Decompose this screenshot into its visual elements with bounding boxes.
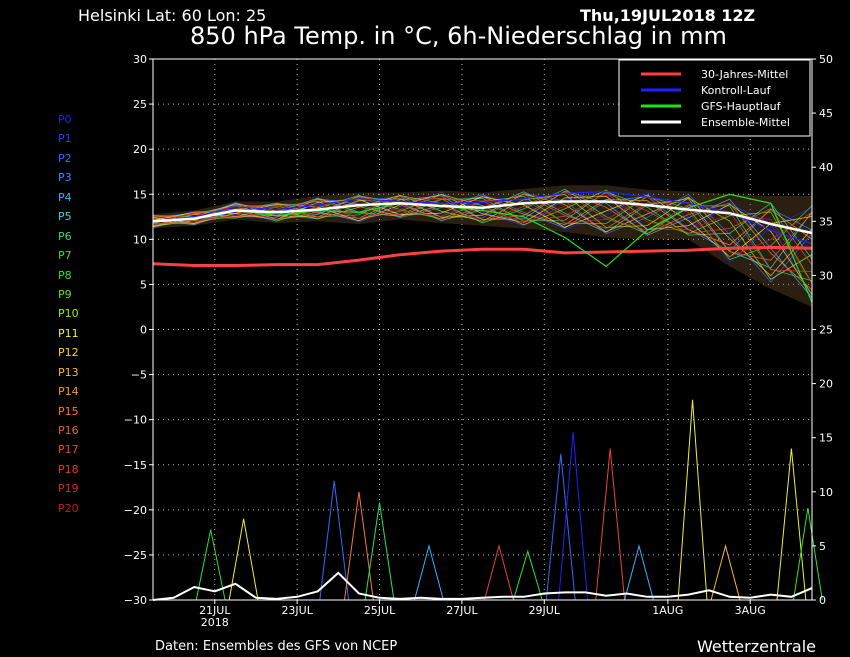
y-tick-label-left: −15 (124, 459, 147, 472)
precip-peak (414, 543, 444, 601)
y-tick-label-left: −5 (131, 369, 147, 382)
legend-label: Kontroll-Lauf (701, 84, 772, 97)
precip-peak (710, 543, 741, 601)
y-tick-label-left: 25 (133, 98, 147, 111)
axes: 302520151050−5−10−15−20−25−3050454035302… (124, 53, 833, 629)
precip-peak (624, 543, 654, 601)
y-tick-label-right: 25 (819, 324, 833, 337)
y-tick-label-left: 5 (140, 278, 147, 291)
y-tick-label-left: 10 (133, 233, 147, 246)
control-run-line (152, 190, 813, 245)
y-tick-label-left: 15 (133, 188, 147, 201)
y-tick-label-right: 5 (819, 540, 826, 553)
y-tick-label-left: −10 (124, 414, 147, 427)
precip-peak (792, 507, 823, 601)
precip-peak (677, 399, 708, 601)
y-tick-label-right: 45 (819, 107, 833, 120)
precip-peak (319, 480, 350, 601)
member-line (152, 196, 813, 258)
y-tick-label-right: 50 (819, 53, 833, 66)
y-tick-label-right: 15 (819, 432, 833, 445)
chart-title: 850 hPa Temp. in °C, 6h-Niederschlag in … (190, 22, 727, 50)
member-label: P17 (58, 443, 79, 457)
member-label: P18 (58, 462, 79, 476)
y-tick-label-left: 30 (133, 53, 147, 66)
precip-peak (595, 448, 626, 601)
ensemble-spread (153, 185, 812, 307)
member-label: P5 (58, 210, 72, 224)
y-tick-label-right: 10 (819, 486, 833, 499)
member-label: P9 (58, 287, 72, 301)
member-label: P6 (58, 229, 72, 243)
member-label: P7 (58, 249, 72, 263)
grid (153, 59, 812, 600)
ensemble-spread-band (153, 185, 812, 307)
member-label: P19 (58, 482, 79, 496)
run-date: Thu,19JUL2018 12Z (580, 6, 756, 25)
ensemble-mean-line (152, 200, 813, 235)
gfs-main-line (152, 193, 813, 303)
y-tick-label-left: −30 (124, 594, 147, 607)
y-tick-label-left: 20 (133, 143, 147, 156)
member-line (152, 191, 813, 269)
legend-label: GFS-Hauptlauf (701, 100, 782, 113)
x-tick-label: 25JUL (364, 604, 396, 617)
y-tick-label-left: −25 (124, 549, 147, 562)
member-list: P0 P1 P2 P3 P4 P5 P6 P7 P8 P9 P10 P11 P12 P13 P14 P15 P1… (58, 110, 79, 518)
precip-peak (364, 502, 395, 601)
precip-peak (545, 453, 576, 601)
x-tick-label: 27JUL (446, 604, 478, 617)
member-label: P12 (58, 346, 79, 360)
member-label: P13 (58, 365, 79, 379)
precip-peak (195, 529, 226, 601)
location-label: Helsinki Lat: 60 Lon: 25 (78, 6, 267, 25)
y-tick-label-right: 0 (819, 594, 826, 607)
member-label: P0 (58, 113, 72, 126)
y-tick-label-right: 40 (819, 161, 833, 174)
climate-mean-line (152, 245, 813, 267)
member-label: P15 (58, 404, 79, 418)
legend-label: 30-Jahres-Mittel (701, 68, 788, 81)
precip-peak (512, 549, 543, 601)
x-tick-sublabel: 2018 (201, 616, 229, 629)
x-tick-label: 23JUL (281, 604, 313, 617)
precip-mean-line (152, 571, 813, 601)
x-tick-label: 1AUG (652, 604, 683, 617)
y-tick-label-right: 35 (819, 215, 833, 228)
legend: 30-Jahres-Mittel Kontroll-Lauf GFS-Hauptla… (618, 59, 811, 137)
member-label: P2 (58, 151, 72, 165)
x-tick-label: 29JUL (529, 604, 561, 617)
data-source: Daten: Ensembles des GFS von NCEP (155, 639, 398, 654)
member-label: P4 (58, 190, 72, 204)
x-tick-label: 3AUG (735, 604, 766, 617)
member-label: P3 (58, 171, 72, 185)
member-label: P14 (58, 385, 79, 399)
y-tick-label-right: 30 (819, 269, 833, 282)
member-label: P16 (58, 424, 79, 437)
precip-peak (228, 518, 259, 601)
precip-lines (152, 399, 823, 601)
precip-peak (344, 491, 374, 601)
precip-peak (484, 543, 514, 601)
member-label: P1 (58, 132, 72, 146)
y-tick-label-left: 0 (140, 324, 147, 337)
member-label: P10 (58, 307, 79, 321)
legend-label: Ensemble-Mittel (701, 116, 790, 129)
y-tick-label-left: −20 (124, 504, 147, 517)
member-label: P20 (58, 501, 79, 515)
temperature-series (152, 188, 813, 303)
precip-peak (558, 432, 589, 601)
precip-peak (776, 448, 807, 601)
member-line (152, 196, 813, 246)
x-tick-label: 21JUL (199, 604, 231, 617)
brand-name: Wetterzentrale (697, 637, 817, 656)
y-tick-label-right: 20 (819, 378, 833, 391)
member-label: P8 (58, 268, 72, 282)
member-label: P11 (58, 326, 79, 340)
